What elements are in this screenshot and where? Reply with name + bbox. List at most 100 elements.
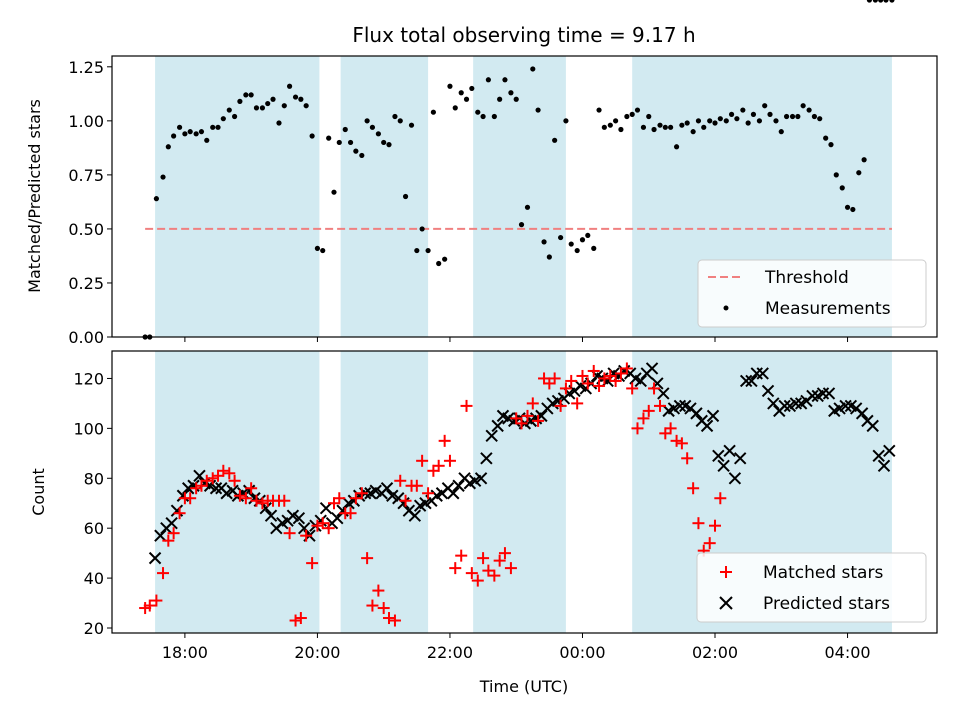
- measurement-point: [558, 234, 564, 241]
- predicted-star-point: [855, 407, 869, 420]
- matched-star-point: [399, 494, 412, 507]
- matched-star-point: [200, 474, 213, 487]
- predicted-star-point: [673, 399, 687, 413]
- matched-star-point: [228, 474, 241, 487]
- y-tick-label: 120: [73, 369, 104, 388]
- matched-star-point: [493, 554, 506, 567]
- count-panel: 20 40 60 80 100 120 18:00 20:00 22:00 00:00 02:00…: [29, 350, 938, 696]
- measurement-point: [701, 124, 707, 130]
- measurement-point: [657, 122, 663, 128]
- predicted-star-point: [789, 397, 803, 410]
- predicted-star-point: [690, 407, 703, 420]
- matched-star-point: [576, 369, 589, 382]
- measurement-point: [491, 113, 497, 120]
- matched-star-point: [626, 382, 639, 395]
- measurement-point: [552, 137, 558, 143]
- matched-star-point: [460, 399, 473, 412]
- measurement-point: [215, 124, 221, 130]
- predicted-star-point: [745, 374, 758, 388]
- measurement-point: [165, 144, 171, 150]
- matched-star-point: [477, 552, 490, 565]
- predicted-star-point: [728, 472, 742, 485]
- measurement-point: [530, 66, 536, 72]
- predicted-star-point: [170, 504, 184, 517]
- measurement-point: [425, 247, 431, 254]
- matched-star-point: [377, 602, 390, 615]
- measurement-point: [243, 92, 249, 98]
- predicted-star-point: [756, 367, 769, 380]
- measurement-point: [237, 98, 243, 104]
- matched-star-point: [388, 614, 401, 627]
- measurement-point: [436, 260, 442, 267]
- matched-star-point: [306, 557, 319, 570]
- bottom-legend: Matched stars Predicted stars: [696, 552, 927, 623]
- predicted-star-point: [806, 389, 819, 403]
- predicted-star-point: [634, 374, 648, 388]
- predicted-star-point: [866, 419, 879, 433]
- x-tick-label: 04:00: [824, 643, 870, 662]
- legend-matched-label: Matched stars: [763, 563, 883, 583]
- legend-measurements-swatch: [723, 305, 729, 311]
- measurement-point: [265, 100, 271, 107]
- measurement-point: [430, 109, 436, 115]
- measurement-point: [298, 96, 304, 102]
- matched-star-point: [455, 549, 468, 562]
- matched-star-point: [432, 459, 445, 472]
- legend-predicted-swatch: [719, 596, 733, 610]
- measurement-point: [292, 94, 299, 100]
- legend-threshold-label: Threshold: [764, 268, 849, 288]
- matched-star-point: [410, 479, 423, 492]
- predicted-star-point: [447, 487, 460, 500]
- matched-star-point: [311, 519, 324, 532]
- measurement-point: [811, 113, 818, 120]
- measurement-point: [513, 96, 519, 102]
- predicted-star-point: [209, 482, 223, 495]
- predicted-star-point: [264, 509, 278, 522]
- y-tick-label: 0.50: [68, 220, 104, 239]
- predicted-star-point: [193, 469, 206, 482]
- measurement-point: [502, 77, 508, 83]
- measurement-point: [707, 118, 713, 124]
- predicted-star-point: [297, 521, 311, 535]
- y-tick-label: 20: [84, 619, 104, 638]
- matched-star-point: [471, 574, 484, 587]
- matched-star-point: [394, 474, 407, 487]
- measurement-point: [789, 113, 796, 120]
- measurement-point: [408, 122, 415, 128]
- predicted-star-point: [717, 459, 730, 473]
- matched-star-point: [333, 492, 346, 505]
- measurement-point: [579, 237, 586, 243]
- measurement-point: [524, 204, 531, 210]
- y-tick-label: 0.75: [68, 166, 104, 185]
- matched-star-point: [190, 482, 203, 495]
- measurement-point: [397, 118, 403, 124]
- observing-window: [155, 351, 320, 633]
- predicted-star-point: [712, 449, 725, 463]
- measurement-point: [375, 131, 381, 137]
- matched-star-point: [504, 562, 517, 575]
- matched-star-point: [498, 547, 511, 560]
- measurement-point: [535, 107, 541, 113]
- matched-star-point: [532, 414, 545, 427]
- predicted-star-point: [761, 384, 775, 398]
- matched-star-point: [173, 507, 186, 520]
- measurement-point: [883, 0, 889, 3]
- top-y-axis-label: Matched/Predicted stars: [25, 99, 44, 293]
- matched-star-point: [703, 537, 716, 550]
- measurement-point: [783, 113, 790, 120]
- legend-predicted-label: Predicted stars: [763, 594, 890, 614]
- matched-star-point: [609, 374, 622, 387]
- measurement-point: [828, 142, 834, 148]
- measurement-point: [276, 120, 282, 126]
- matched-star-point: [294, 612, 307, 625]
- measurement-point: [872, 0, 878, 3]
- measurement-point: [695, 118, 702, 124]
- top-y-ticks: 0.00 0.25 0.50 0.75 1.00 1.25: [68, 58, 112, 347]
- measurement-point: [369, 124, 376, 130]
- measurement-point: [684, 120, 690, 126]
- predicted-star-point: [187, 479, 200, 492]
- measurement-point: [800, 103, 806, 109]
- measurement-point: [750, 111, 757, 117]
- measurement-point: [220, 116, 226, 122]
